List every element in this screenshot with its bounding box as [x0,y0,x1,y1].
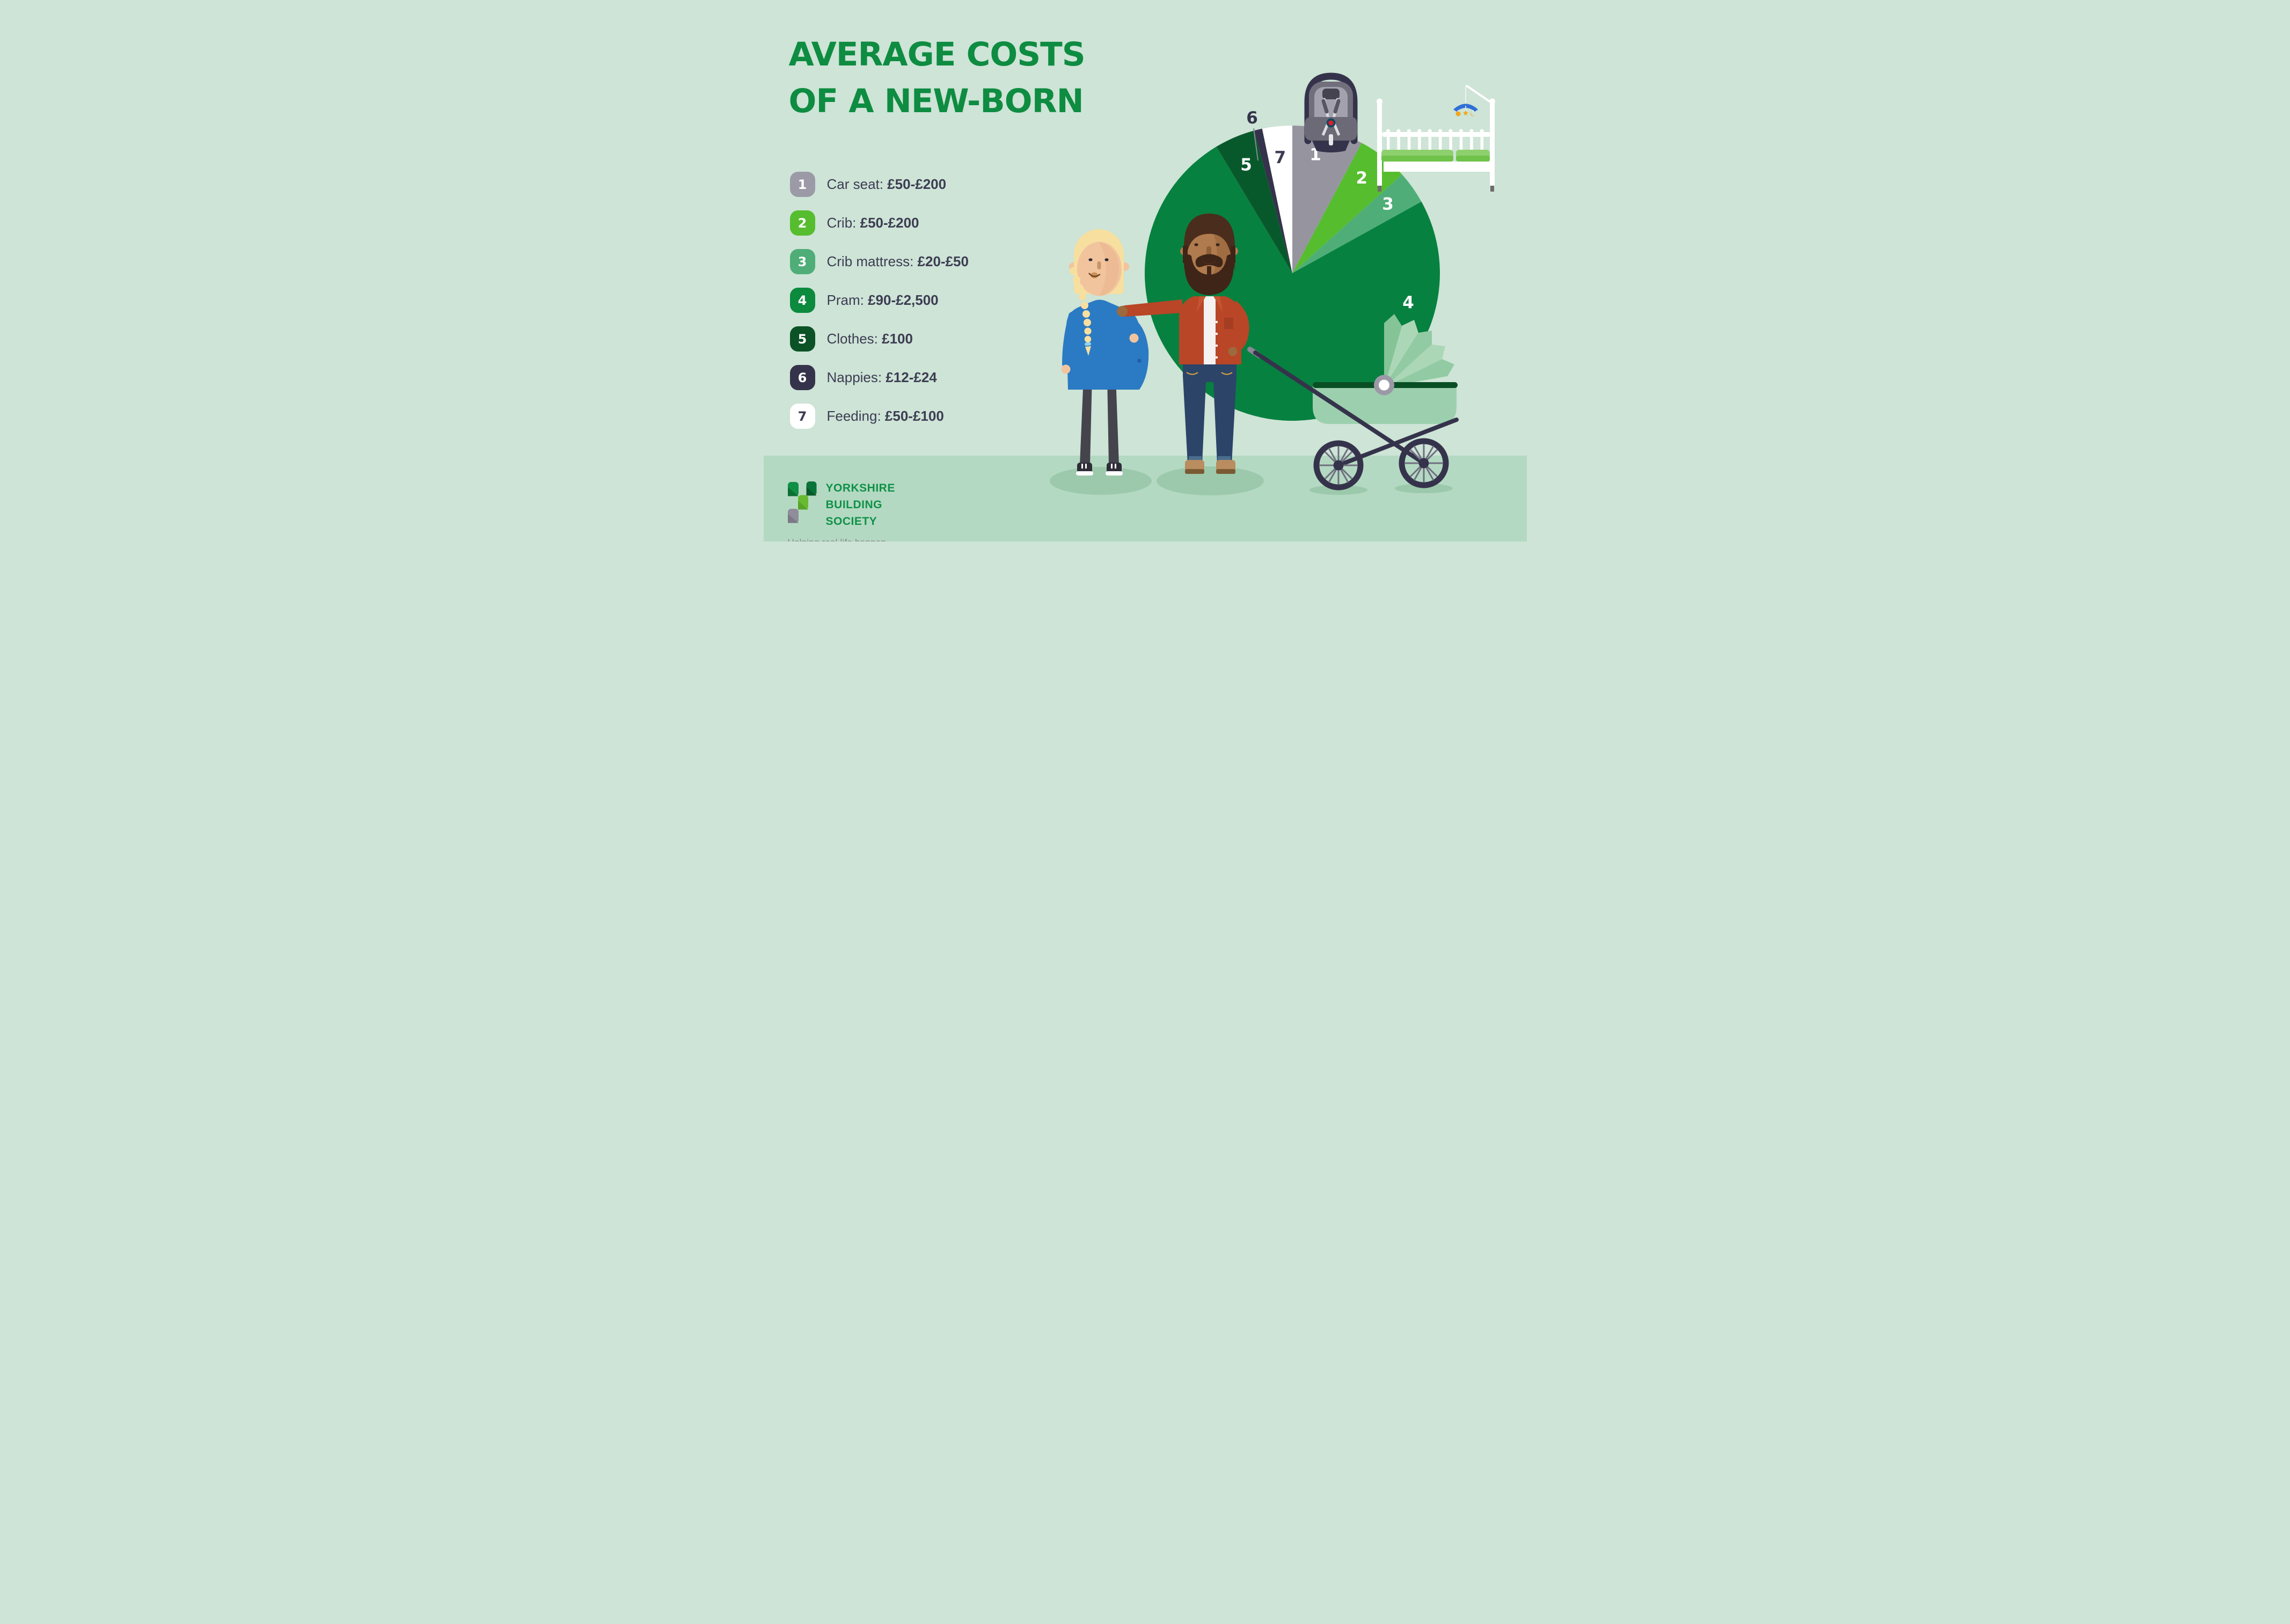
pram-wheel-icon [1399,438,1448,488]
legend-label: Pram: £90-£2,500 [826,292,939,308]
legend-label: Clothes: £100 [826,331,913,347]
man-jeans [1182,364,1237,464]
legend-badge-4: 4 [789,288,815,313]
pram-wheel-shadow [1394,484,1453,493]
logo-line: BUILDING [825,499,882,511]
page-title-line2: OF A NEW-BORN [788,82,1084,120]
legend-label: Car seat: £50-£200 [826,176,947,192]
legend-badge-number: 2 [798,215,807,231]
legend-label: Feeding: £50-£100 [826,408,944,424]
legend-badge-6: 6 [789,365,815,390]
pie-segment-6 [1254,128,1292,274]
legend-label: Crib: £50-£200 [826,215,919,231]
cost-legend: 1 Car seat: £50-£200 2 Crib: £50-£200 3 Crib … [789,172,969,429]
pram-wheel-icon [1313,440,1363,491]
legend-badge-1: 1 [789,172,815,197]
pie-segment-label-3: 3 [1382,195,1394,214]
woman-sneakers [1076,463,1123,476]
pie-segment-label-2: 2 [1356,169,1367,188]
pregnant-woman-illustration [1061,229,1148,476]
ybs-logo: YORKSHIRE BUILDING SOCIETY Helping real … [787,478,895,542]
legend-item-7: 7 Feeding: £50-£100 [789,404,969,429]
pie-callout-line-6 [1253,128,1259,161]
legend-badge-2: 2 [789,210,815,236]
pram-hood-icon [1384,314,1454,387]
legend-item-3: 3 Crib mattress: £20-£50 [789,249,969,274]
man-shadow [1156,466,1264,495]
ybs-tagline: Helping real life happen [788,537,895,542]
pie-segment-7 [1262,126,1292,273]
pram-icon [1247,314,1459,491]
man-shoes [1184,460,1235,474]
woman-braid [1069,267,1092,343]
car-seat-icon [1304,72,1357,152]
legend-badge-number: 4 [798,292,807,308]
woman-shadow [1049,467,1152,495]
pie-segment-label-7: 7 [1274,148,1286,167]
pie-segment-5 [1216,130,1292,273]
legend-label: Crib mattress: £20-£50 [826,253,969,269]
legend-badge-number: 1 [798,177,807,192]
man-illustration [1116,214,1249,474]
page-title: AVERAGE COSTS OF A NEW-BORN [788,31,1086,125]
floor-band [763,456,1527,542]
crib-mattress-icon [1381,150,1490,162]
logo-line: SOCIETY [825,515,877,528]
pie-segment-label-6: 6 [1246,108,1258,128]
legend-badge-7: 7 [789,404,815,429]
pie-segment-label-4: 4 [1402,293,1414,312]
legend-badge-number: 3 [798,254,807,269]
legend-badge-3: 3 [789,249,815,274]
baby-mobile-icon [1453,85,1493,116]
legend-label: Nappies: £12-£24 [826,369,937,385]
pie-segment-2 [1292,143,1402,273]
page-title-line1: AVERAGE COSTS [788,35,1086,74]
logo-line: YORKSHIRE [825,482,895,494]
pie-segment-label-5: 5 [1240,156,1252,175]
crib-icon [1376,85,1495,192]
legend-badge-number: 7 [798,408,807,424]
legend-item-2: 2 Crib: £50-£200 [789,210,969,236]
legend-item-1: 1 Car seat: £50-£200 [789,172,969,197]
man-beard [1182,246,1235,295]
man-hair [1183,214,1235,271]
legend-badge-5: 5 [789,326,815,352]
legend-item-4: 4 Pram: £90-£2,500 [789,288,969,313]
ybs-logo-mark-icon [787,481,816,523]
pie-segment-3 [1292,174,1421,273]
legend-item-6: 6 Nappies: £12-£24 [789,365,969,390]
pie-segment-1 [1292,126,1362,273]
ybs-logo-text: YORKSHIRE BUILDING SOCIETY [826,480,895,530]
legend-item-5: 5 Clothes: £100 [789,326,969,352]
legend-badge-number: 5 [798,331,807,347]
legend-badge-number: 6 [798,370,807,385]
